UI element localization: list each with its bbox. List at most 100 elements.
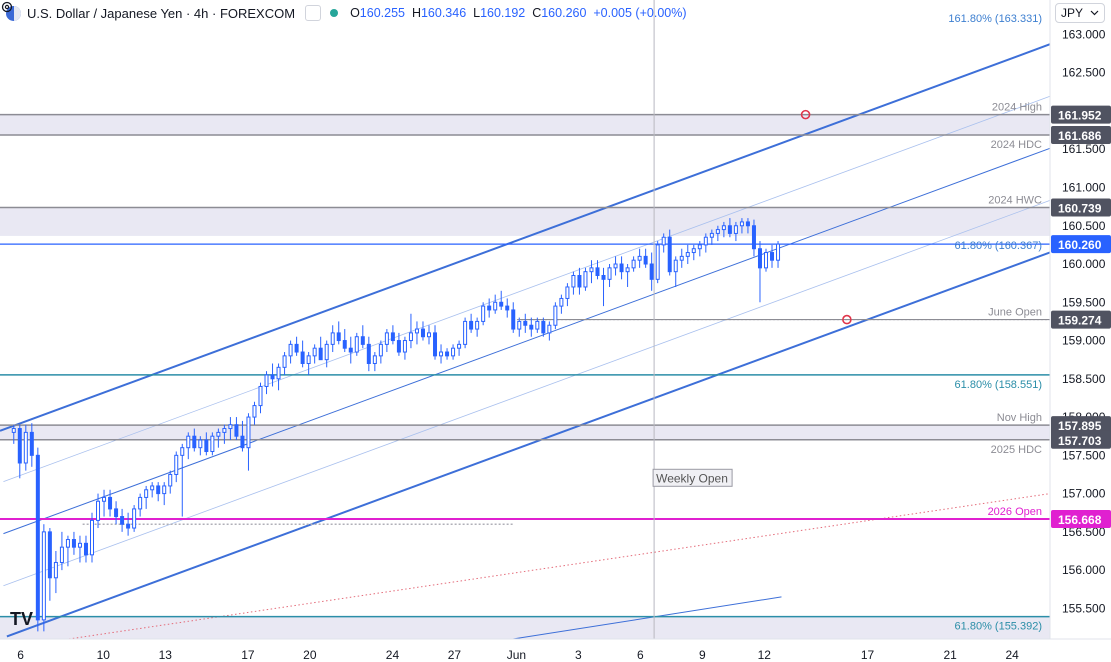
candle-body: [318, 347, 323, 361]
price-tag: [1051, 105, 1111, 124]
candle-body: [451, 347, 456, 357]
candle-body: [655, 244, 660, 280]
y-tick-label: 162.500: [1062, 66, 1106, 80]
candle-body: [757, 248, 762, 269]
candle-body: [475, 320, 480, 330]
x-tick-label: 6: [637, 648, 644, 662]
candle-body: [378, 343, 383, 357]
x-tick-label: Jun: [507, 648, 526, 662]
candle-body: [414, 328, 419, 334]
candle-body: [631, 259, 636, 269]
currency-selector[interactable]: JPY: [1055, 3, 1105, 23]
candle-body: [709, 232, 714, 238]
y-tick-label: 156.000: [1062, 563, 1106, 577]
candle-body: [228, 424, 233, 430]
candle-body: [83, 542, 88, 556]
candle-body: [234, 424, 239, 437]
dotted-trendline: [68, 493, 1051, 640]
candle-body: [162, 485, 167, 495]
x-tick-label: 3: [575, 648, 582, 662]
price-tag: [1051, 125, 1111, 144]
candle-body: [282, 355, 287, 368]
candle-body: [661, 236, 666, 246]
candle-body: [306, 355, 311, 365]
candle-body: [469, 320, 474, 330]
candle-body: [168, 473, 173, 487]
y-tick-label: 158.500: [1062, 372, 1106, 386]
x-tick-label: 6: [17, 648, 24, 662]
currency-label: JPY: [1061, 6, 1084, 20]
level-label: June Open: [988, 307, 1042, 319]
candle-body: [511, 309, 516, 330]
candle-body: [126, 523, 131, 529]
candle-body: [402, 340, 407, 353]
candle-body: [294, 343, 299, 353]
y-tick-label: 163.000: [1062, 27, 1106, 41]
candle-body: [770, 252, 775, 261]
y-tick-label: 159.500: [1062, 295, 1106, 309]
candle-body: [360, 336, 365, 345]
price-tag-label: 157.895: [1058, 419, 1102, 433]
ohlc-readout: O160.255 H160.346 L160.192 C160.260 +0.0…: [350, 6, 687, 20]
candle-body: [721, 225, 726, 231]
candle-body: [685, 252, 690, 257]
candle-body: [763, 252, 768, 269]
price-tag-label: 159.274: [1058, 314, 1102, 328]
candle-body: [529, 324, 534, 330]
price-change: +0.005 (+0.00%): [593, 6, 687, 20]
candle-body: [102, 496, 107, 502]
gear-icon[interactable]: [0, 0, 14, 14]
level-label: 2025 HDC: [991, 444, 1042, 456]
channel-lower-line: [6, 251, 1051, 638]
touch-marker: [800, 109, 811, 120]
candle-body: [463, 320, 468, 345]
level-label: 61.80% (155.392): [955, 621, 1042, 633]
candle-body: [553, 305, 558, 326]
candle-body: [776, 243, 781, 261]
price-zone: [0, 425, 1050, 440]
candle-body: [703, 236, 708, 246]
candle-body: [372, 355, 377, 365]
candle-body: [745, 221, 750, 227]
candle-body: [739, 221, 744, 227]
x-tick-label: 10: [97, 648, 111, 662]
candle-body: [517, 320, 522, 330]
candle-body: [697, 244, 702, 250]
x-tick-label: 17: [861, 648, 875, 662]
price-tag: [1051, 198, 1111, 217]
price-tag: [1051, 510, 1111, 529]
usd-jpy-flag-icon: [6, 5, 21, 21]
price-tag: [1051, 235, 1111, 254]
market-status-icon: [330, 9, 339, 17]
x-tick-label: 20: [303, 648, 317, 662]
candle-body: [571, 274, 576, 288]
candle-body: [613, 263, 618, 269]
candle-body: [264, 374, 269, 387]
price-tag-label: 161.686: [1058, 129, 1102, 143]
visibility-toggle-icon[interactable]: [305, 5, 322, 21]
x-tick-label: 9: [699, 648, 706, 662]
candle-body: [324, 343, 329, 361]
price-tag-label: 161.952: [1058, 109, 1102, 123]
candle-body: [384, 332, 389, 345]
candle-body: [445, 351, 450, 357]
x-tick-label: 24: [386, 648, 400, 662]
y-tick-label: 160.500: [1062, 219, 1106, 233]
price-tag-label: 156.668: [1058, 513, 1102, 527]
candle-body: [138, 496, 143, 510]
candle-body: [108, 496, 113, 510]
candle-body: [11, 428, 16, 433]
candle-body: [47, 531, 52, 579]
candle-body: [204, 439, 209, 453]
candle-body: [643, 255, 648, 265]
candle-body: [619, 263, 624, 273]
projection-line: [512, 596, 782, 640]
candle-body: [649, 263, 654, 280]
y-tick-label: 161.000: [1062, 180, 1106, 194]
candle-body: [547, 324, 552, 334]
price-tag-label: 157.703: [1058, 434, 1102, 448]
x-tick-label: 12: [758, 648, 772, 662]
level-label: Nov High: [997, 412, 1042, 424]
candle-body: [523, 320, 528, 326]
